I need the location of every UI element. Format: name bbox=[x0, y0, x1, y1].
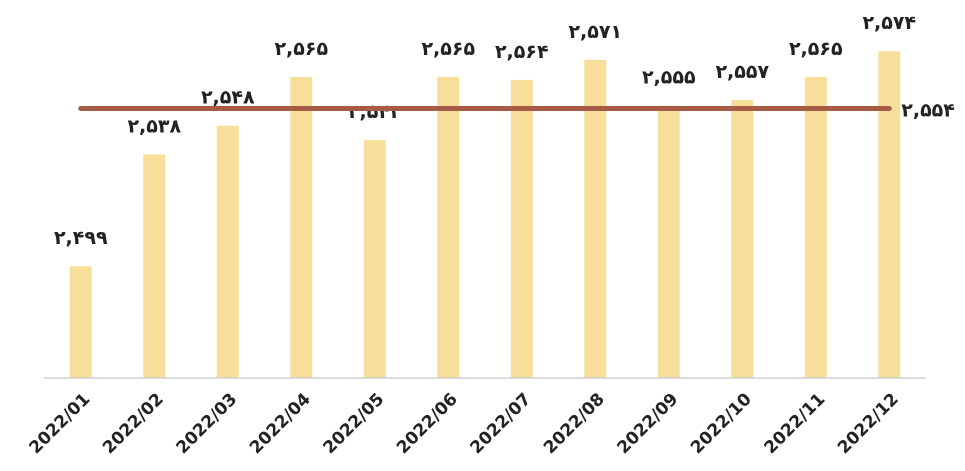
bar bbox=[216, 125, 239, 378]
data-label: ۲,۵۵۷ bbox=[715, 61, 769, 83]
data-label: ۲,۵۶۴ bbox=[495, 41, 549, 63]
data-label: ۲,۵۶۵ bbox=[421, 38, 475, 60]
x-tick-label: 2022/03 bbox=[173, 389, 242, 458]
x-tick-label: 2022/02 bbox=[99, 389, 168, 458]
x-tick-label: 2022/07 bbox=[467, 389, 536, 458]
data-label: ۲,۵۴۸ bbox=[201, 87, 255, 109]
data-label: ۲,۴۹۹ bbox=[54, 227, 108, 249]
bar bbox=[731, 99, 754, 378]
bar bbox=[510, 79, 533, 378]
x-tick-label: 2022/01 bbox=[26, 389, 95, 458]
bar bbox=[584, 59, 607, 379]
x-tick-label: 2022/06 bbox=[393, 389, 462, 458]
average-label: ۲,۵۵۴ bbox=[901, 100, 955, 122]
data-label: ۲,۵۶۵ bbox=[274, 38, 328, 60]
bar bbox=[290, 77, 313, 378]
data-label: ۲,۵۶۵ bbox=[789, 38, 843, 60]
bar bbox=[657, 105, 680, 379]
data-label: ۲,۵۷۱ bbox=[568, 21, 622, 43]
x-tick-label: 2022/04 bbox=[246, 389, 315, 458]
x-tick-label: 2022/11 bbox=[761, 389, 830, 458]
bar bbox=[804, 77, 827, 378]
x-tick-label: 2022/12 bbox=[834, 389, 903, 458]
data-label: ۲,۵۷۴ bbox=[862, 12, 916, 34]
bar bbox=[363, 140, 386, 378]
bar bbox=[878, 51, 901, 378]
bar bbox=[143, 154, 166, 378]
x-tick-label: 2022/09 bbox=[614, 389, 683, 458]
data-label: ۲,۵۵۵ bbox=[642, 67, 696, 89]
x-tick-label: 2022/10 bbox=[687, 389, 756, 458]
x-tick-label: 2022/05 bbox=[320, 389, 389, 458]
bar bbox=[437, 77, 460, 378]
bar bbox=[69, 266, 92, 378]
x-tick-label: 2022/08 bbox=[540, 389, 609, 458]
data-label: ۲,۵۳۸ bbox=[127, 115, 181, 137]
data-label: ۲,۵۴۳ bbox=[348, 101, 402, 123]
